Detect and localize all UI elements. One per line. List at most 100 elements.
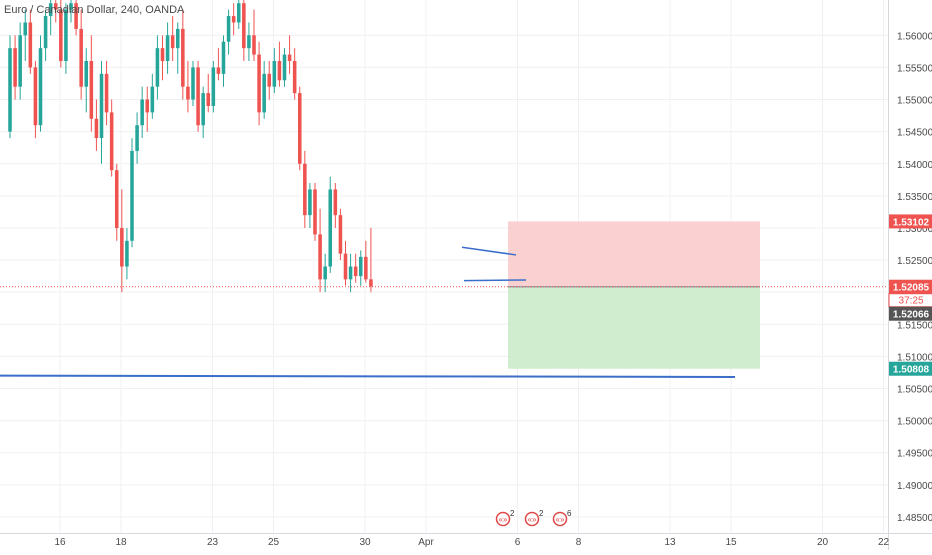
candle [84,48,89,113]
candle-body [338,215,343,254]
candle [28,9,33,74]
time-tick-label: 30 [359,537,371,548]
time-tick-label: 15 [725,537,737,548]
time-tick-label: 23 [207,537,219,548]
candle-body [186,86,190,100]
price-tick-label: 1.48500 [897,513,932,524]
candle [333,183,338,228]
price-tick-label: 1.53000 [897,224,932,235]
candle [181,9,185,100]
current-price-label: 1.52085 [893,283,930,294]
candle-body [313,189,317,235]
candle-body [13,48,17,87]
candle [247,22,251,62]
stop-loss-zone [508,221,760,287]
price-labels: 1.53102 1.52085 37:25 1.52066 1.50808 [888,214,932,376]
candle [287,35,292,74]
support-line [0,374,736,378]
candle-body [247,35,251,49]
current-price-label-bg [889,279,932,294]
candle-body [23,22,28,36]
event-marker: «»6 [552,509,572,527]
candle [99,61,104,164]
upper-trend-line [461,246,517,256]
candle-body [59,9,63,62]
candle-body [236,3,241,23]
candle-body [94,118,99,139]
candle [231,3,236,36]
price-tick-label: 1.51500 [897,320,932,331]
candle [38,35,43,132]
candle-body [120,227,124,267]
candle-body [252,35,256,55]
candle [338,208,343,261]
candle [216,48,221,81]
candle-body [364,256,368,280]
last-price-label: 1.52066 [893,310,930,321]
event-count: 2 [510,509,515,518]
drawing-lines [0,246,888,378]
candle [226,9,231,55]
candle-body [125,240,129,267]
candle-body [277,61,282,81]
price-tick-label: 1.54000 [897,160,932,171]
candle-body [150,86,155,113]
candle [358,250,363,286]
candle [236,0,241,29]
candle-body [79,28,83,87]
candle-body [170,35,175,49]
candle-body [99,73,104,139]
candle [18,22,22,100]
candle-body [74,3,78,29]
candle [89,35,94,132]
candle [303,150,307,228]
price-axis: 1.56000 1.55500 1.55000 1.54500 1.54000 1.535… [888,0,932,550]
bar-countdown-label: 37:25 [898,296,923,307]
candlestick-series [8,0,373,293]
price-tick-label: 1.51000 [897,352,932,363]
price-tick-label: 1.49000 [897,481,932,492]
candle-body [343,253,348,280]
candle-body [292,61,297,94]
candle [206,73,211,113]
candle-body [308,189,312,216]
event-icon-glyph: «» [499,515,508,524]
candle-body [216,67,221,74]
candle-body [221,41,226,74]
event-markers: «»2«»2«»6 [495,509,572,527]
candle [64,3,68,74]
event-marker: «»2 [524,509,544,527]
candle-body [145,99,150,113]
candle [364,240,368,283]
time-axis: 16 18 23 25 30 Apr 6 8 13 15 20 22 [0,533,932,548]
candle-body [114,170,119,228]
candle [135,112,139,164]
candle-body [369,279,373,287]
candle [23,9,28,62]
candle-body [18,35,22,87]
event-marker: «»2 [495,509,515,527]
candle [8,35,12,139]
candle-body [8,48,12,132]
candle [33,61,38,139]
candle [104,61,109,126]
candle [323,253,327,293]
candle-body [272,61,277,87]
price-tick-label: 1.52500 [897,256,932,267]
candle [130,138,134,248]
candle-body [64,9,68,62]
candle [74,0,78,36]
price-tick-label: 1.55500 [897,63,932,74]
time-tick-label: 18 [115,537,127,548]
target-price-label-bg [889,361,932,376]
candle [272,48,277,94]
time-tick-label: 22 [878,537,890,548]
candle-body [160,48,165,62]
candle-body [282,54,287,81]
candle-body [201,93,205,126]
candle [48,0,53,36]
candle-body [348,266,353,280]
candle [155,35,160,100]
